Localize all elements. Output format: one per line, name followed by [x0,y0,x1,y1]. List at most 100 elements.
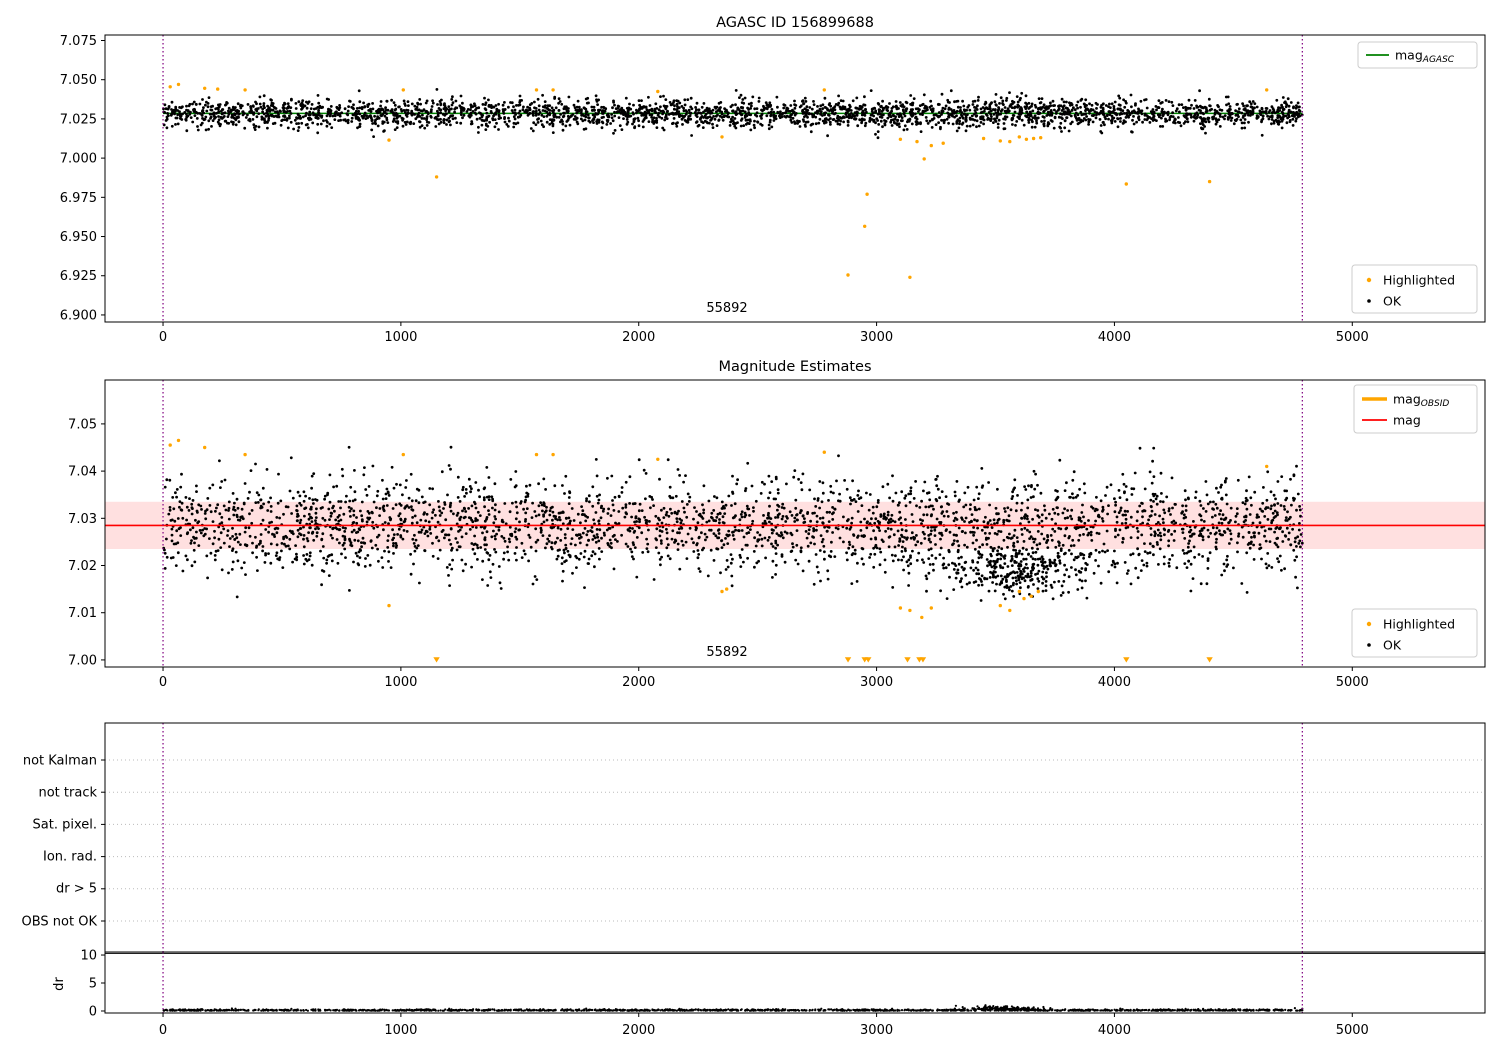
scatter-point [1272,121,1276,125]
scatter-point [341,474,345,478]
scatter-point [921,110,925,113]
scatter-point [1203,105,1207,109]
scatter-point [1088,111,1091,115]
scatter-point [281,118,284,122]
scatter-point [910,114,913,117]
scatter-point [853,548,857,552]
scatter-point [392,112,396,115]
scatter-point [880,538,884,542]
scatter-point [819,110,823,113]
scatter-point [624,480,628,484]
scatter-point [1001,102,1004,105]
scatter-point [764,556,767,560]
scatter-point [406,100,410,103]
scatter-point [1050,120,1054,123]
scatter-point [715,124,719,127]
scatter-point [977,497,980,500]
scatter-point [543,100,547,103]
legend-mag-agasc-sub: AGASC [1422,55,1455,65]
scatter-point [1189,562,1193,566]
scatter-point [859,529,863,532]
scatter-point [163,567,167,570]
scatter-point [914,480,917,483]
scatter-point [992,121,995,124]
scatter-point [728,124,732,127]
scatter-point [281,106,285,109]
scatter-point [606,115,610,119]
scatter-point [487,558,491,562]
scatter-point [371,464,375,468]
scatter-point [594,112,598,115]
scatter-point [635,575,639,579]
scatter-point [1200,126,1203,130]
scatter-point [1009,508,1013,512]
scatter-point [401,493,404,497]
scatter-point [692,517,695,521]
scatter-point [1295,117,1298,120]
scatter-point [215,111,218,115]
scatter-point [357,109,360,113]
scatter-point [248,119,252,123]
scatter-point [172,507,176,511]
scatter-point [933,528,937,532]
scatter-point [611,499,614,502]
scatter-point [630,550,634,554]
scatter-point [406,111,410,115]
scatter-point [818,480,822,483]
scatter-point [1124,116,1128,119]
highlighted-point [981,136,986,141]
scatter-point [617,116,621,119]
scatter-point [195,530,198,534]
scatter-point [541,93,544,97]
scatter-point [198,112,202,115]
scatter-point [376,535,379,539]
scatter-point [343,107,347,111]
scatter-point [605,118,609,122]
scatter-point [1207,116,1211,120]
scatter-point [403,102,407,106]
scatter-point [742,535,746,539]
scatter-point [522,507,525,511]
scatter-point [664,106,668,110]
scatter-point [785,108,788,112]
scatter-point [392,101,396,104]
scatter-point [204,103,207,107]
scatter-point [961,99,964,103]
scatter-point [872,546,875,550]
scatter-point [447,116,451,120]
scatter-point [958,116,962,120]
scatter-point [542,115,546,118]
scatter-point [908,118,912,121]
scatter-point [988,105,992,108]
scatter-point [1170,533,1173,536]
scatter-point [1062,104,1066,108]
scatter-point [1246,111,1250,115]
scatter-point [495,108,499,112]
scatter-point [659,109,663,113]
scatter-point [632,117,636,121]
scatter-point [595,494,599,498]
scatter-point [662,104,666,108]
scatter-point [168,508,172,512]
scatter-point [799,509,803,512]
scatter-point [513,530,517,534]
scatter-point [302,554,305,557]
scatter-point [1098,550,1101,554]
scatter-point [1076,113,1080,117]
scatter-point [1167,509,1171,513]
scatter-point [1029,114,1032,118]
scatter-point [340,552,343,556]
scatter-point [655,527,659,531]
scatter-point [1261,501,1265,505]
scatter-point [212,114,216,118]
scatter-point [1118,113,1122,116]
scatter-point [296,129,300,133]
scatter-point [644,472,648,475]
scatter-point [638,103,641,107]
scatter-point [947,112,951,116]
scatter-point [1116,533,1120,537]
scatter-point [542,513,545,517]
scatter-point [616,540,619,543]
scatter-point [209,108,213,112]
scatter-point [1250,503,1253,507]
